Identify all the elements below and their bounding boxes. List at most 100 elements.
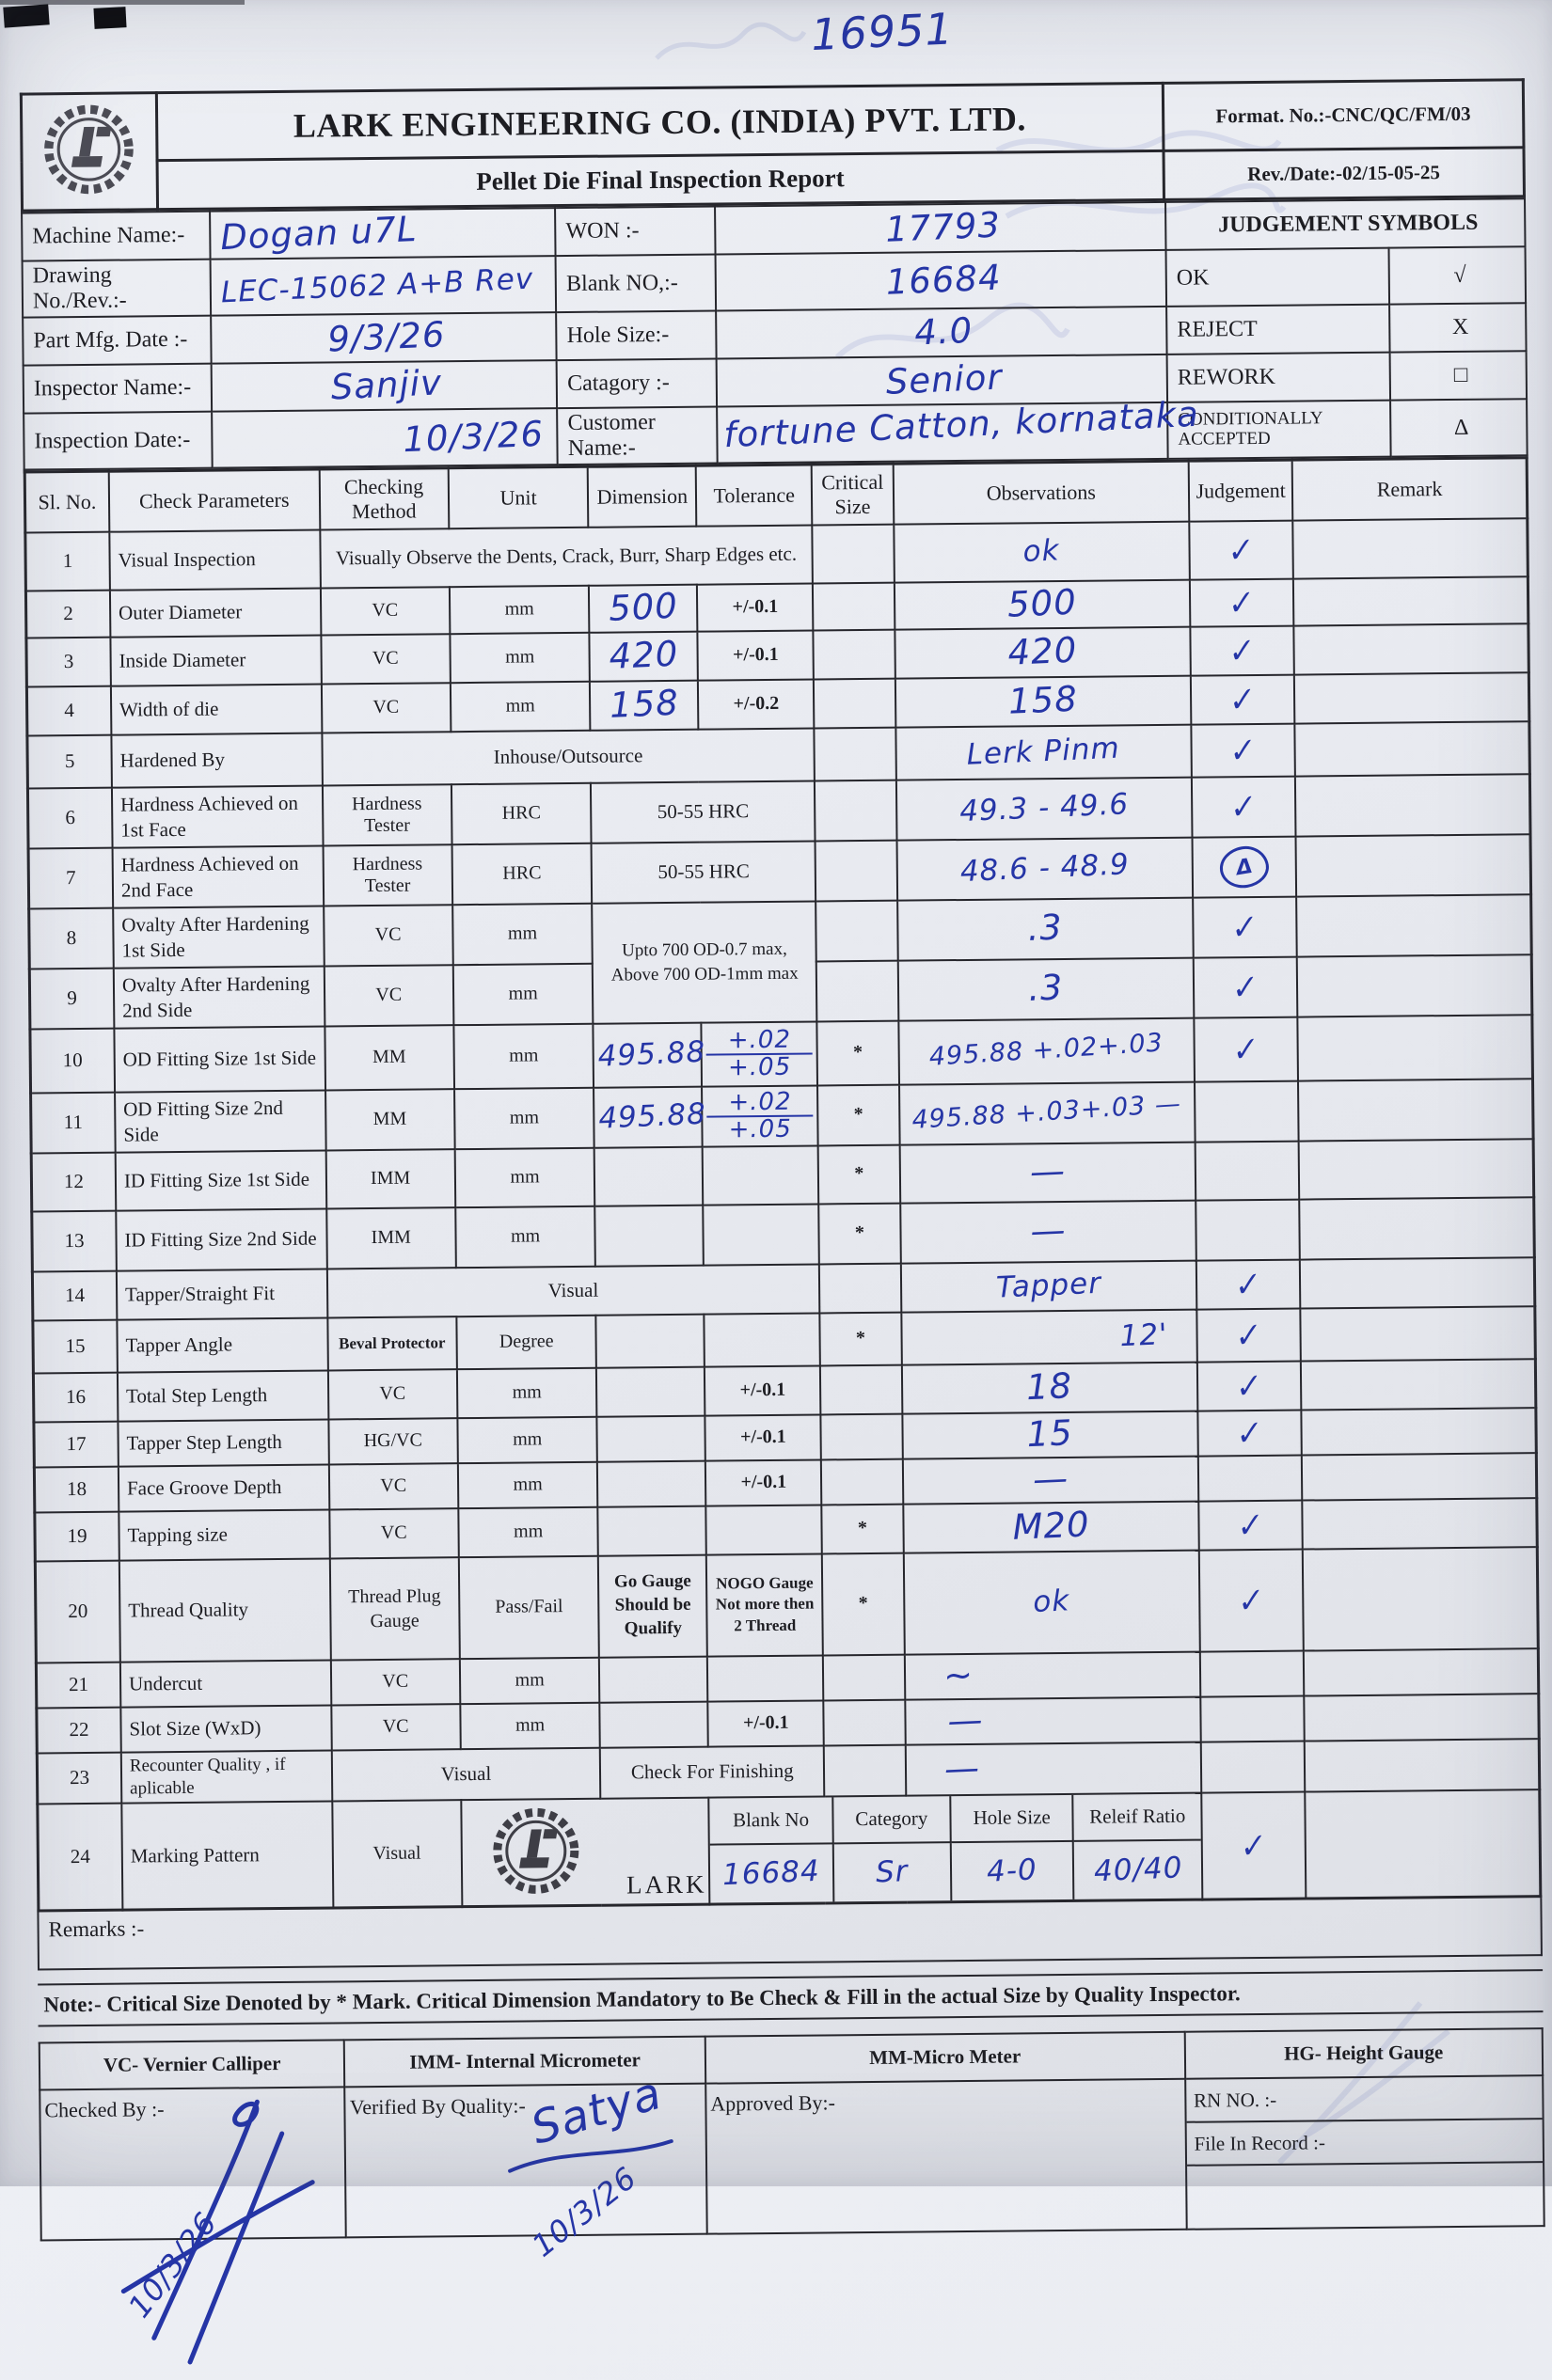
method-cell: Hardness Tester (323, 843, 452, 906)
rn-no-label: RN NO. :- (1185, 2075, 1543, 2123)
col-header-param: Check Parameters (108, 469, 320, 532)
remark-cell (1300, 1305, 1536, 1362)
critical-cell (815, 840, 897, 901)
row-param: ID Fitting Size 1st Side (115, 1150, 326, 1211)
unit-cell: mm (453, 1023, 594, 1089)
row-param: Outer Diameter (109, 588, 321, 638)
row-param: Tapping size (119, 1508, 330, 1561)
tolerance-cell: NOGO Gauge Not more then 2 Thread (706, 1553, 824, 1657)
row-param: Ovalty After Hardening 1st Side (113, 906, 325, 969)
observation-cell: ~ (904, 1651, 1201, 1700)
unit-cell: mm (451, 903, 594, 965)
judgement-cell: ✓ (1198, 1549, 1305, 1652)
inspection-date-label: Inspection Date:- (24, 411, 213, 470)
judgement-cell: ✓ (1196, 1361, 1302, 1411)
critical-cell (814, 727, 896, 780)
observation-cell: 12' (900, 1309, 1197, 1365)
method-cell: VC (323, 904, 453, 967)
judgement-mark: ✓ (1236, 1364, 1263, 1408)
observation-cell: .3 (896, 897, 1194, 961)
machine-name-value: Dogan u7L (209, 208, 556, 260)
remark-cell (1303, 1546, 1539, 1651)
row-param: Tapper/Straight Fit (116, 1269, 327, 1320)
row-param: Tapper Angle (117, 1317, 328, 1373)
critical-cell (815, 780, 897, 841)
row-param: Inside Diameter (110, 635, 322, 686)
method-cell: MM (325, 1088, 455, 1151)
remark-cell (1304, 1693, 1540, 1742)
judgement-mark: ✓ (1237, 1504, 1264, 1547)
company-title: LARK ENGINEERING CO. (INDIA) PVT. LTD. (156, 83, 1164, 161)
critical-cell: * (821, 1504, 904, 1553)
judgement-mark: ✓ (1235, 1263, 1262, 1306)
dimension-cell (596, 1415, 706, 1462)
judgement-mark: ✓ (1232, 1028, 1259, 1071)
scan-artifact (0, 0, 245, 5)
report-header: LARK ENGINEERING CO. (INDIA) PVT. LTD. F… (20, 78, 1526, 212)
observation-cell: 495.88 +.03+.03 — (898, 1081, 1196, 1145)
unit-cell: Degree (456, 1315, 597, 1369)
remark-cell (1304, 1647, 1539, 1696)
remark-cell (1305, 1738, 1540, 1792)
row-sl: 14 (32, 1270, 118, 1321)
judgement-conditional-label: CONDITIONALLY ACCEPTED (1167, 400, 1391, 459)
inspection-table: Sl. No. Check Parameters Checking Method… (23, 456, 1543, 1912)
row-sl: 19 (34, 1511, 119, 1561)
observation-cell: 158 (895, 675, 1192, 728)
judgement-cell (1197, 1455, 1303, 1502)
row-param: Width of die (110, 684, 322, 735)
row-param: Hardened By (111, 733, 323, 788)
row-merged-note: Inhouse/Outsource (321, 728, 816, 786)
judgement-cell: ✓ (1196, 1308, 1302, 1363)
judgement-ok-label: OK (1165, 247, 1389, 307)
dimension-cell: 420 (589, 631, 699, 682)
row-sl: 20 (35, 1560, 120, 1663)
judgement-cell: ✓ (1189, 520, 1294, 580)
critical-cell (820, 1413, 903, 1459)
unit-cell: mm (456, 1367, 597, 1418)
remark-cell (1305, 1789, 1541, 1899)
dimension-cell (595, 1314, 705, 1368)
critical-cell: * (818, 1203, 901, 1264)
judgement-mark: ✓ (1232, 966, 1259, 1009)
sub-header-blank-no: Blank No (709, 1796, 833, 1845)
critical-cell (819, 1263, 901, 1313)
observation-cell: ok (893, 521, 1190, 583)
col-header-tolerance: Tolerance (696, 465, 813, 527)
critical-cell: * (817, 1084, 900, 1145)
marking-logo-cell: LARK (461, 1797, 710, 1907)
remark-cell (1300, 1256, 1535, 1309)
remark-cell (1293, 623, 1529, 675)
sub-header-releif-ratio: Releif Ratio (1072, 1793, 1201, 1841)
unit-cell: HRC (451, 843, 593, 905)
row-sl: 9 (29, 968, 115, 1030)
method-cell: Visual (331, 1747, 601, 1801)
critical-cell (812, 524, 895, 584)
row-sl: 8 (28, 907, 114, 969)
unit-cell: Pass/Fail (458, 1555, 600, 1659)
remark-cell (1295, 773, 1530, 837)
judgement-circled-delta: Δ (1216, 842, 1273, 891)
machine-name-label: Machine Name:- (22, 211, 211, 261)
observation-cell: 420 (894, 626, 1191, 679)
unit-cell: mm (457, 1416, 598, 1463)
critical-cell (823, 1699, 906, 1745)
dimension-cell (599, 1701, 709, 1748)
method-cell: IMM (325, 1206, 456, 1269)
row-param: OD Fitting Size 2nd Side (114, 1090, 326, 1153)
dimension-cell: 495.88 (593, 1022, 706, 1088)
row-param: Undercut (119, 1659, 331, 1708)
row-sl: 5 (26, 734, 112, 789)
col-header-remark: Remark (1291, 457, 1528, 521)
spec-cell: Upto 700 OD-0.7 max, Above 700 OD-1mm ma… (592, 900, 817, 1024)
tolerance-cell: +/-0.1 (705, 1364, 821, 1416)
judgement-cell: ✓ (1198, 1500, 1304, 1551)
row-param: OD Fitting Size 1st Side (114, 1026, 325, 1093)
observation-cell: — (899, 1200, 1196, 1264)
row-param: Marking Pattern (121, 1800, 333, 1910)
hole-size-label: Hole Size:- (556, 310, 717, 361)
tolerance-cell (703, 1203, 820, 1266)
unit-cell: mm (452, 963, 594, 1025)
judgement-mark: ✓ (1236, 1411, 1263, 1455)
row-sl: 23 (37, 1752, 122, 1804)
